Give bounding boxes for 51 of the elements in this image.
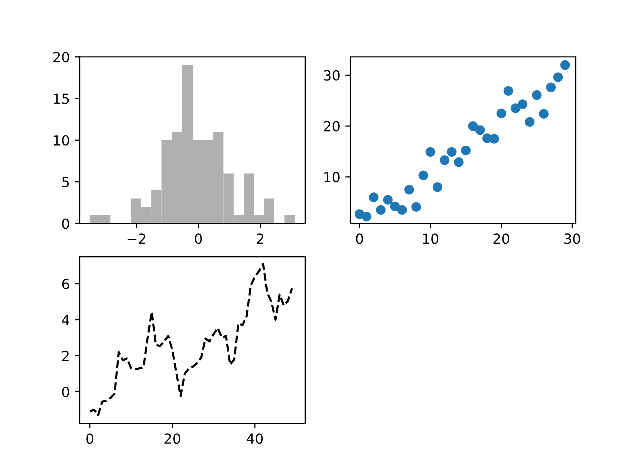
point <box>418 170 428 181</box>
y-tick-label: 0 <box>62 218 70 230</box>
y-tick-label: 10 <box>54 135 70 146</box>
y-tick-label: 4 <box>62 315 70 326</box>
y-tick-label: 6 <box>62 278 70 290</box>
y-tick-label: 0 <box>62 386 70 398</box>
point <box>560 60 570 70</box>
y-tick-label: 2 <box>62 350 69 362</box>
x-tick-label: 20 <box>494 234 510 244</box>
point <box>475 126 486 136</box>
x-tick-label: 40 <box>246 434 264 444</box>
x-tick-label: 0 <box>86 434 94 444</box>
point <box>426 147 436 158</box>
y-tick-label: 15 <box>54 94 70 104</box>
y-tick-label: 20 <box>324 121 340 132</box>
point <box>369 192 379 202</box>
x-tick-label: 20 <box>164 434 181 444</box>
point <box>390 202 400 212</box>
x-tick-label: 2 <box>257 234 264 244</box>
x-tick-label: 10 <box>423 234 439 244</box>
x-tick-label: 0 <box>356 234 364 244</box>
y-tick-label: 5 <box>62 177 70 188</box>
line-series <box>89 263 294 416</box>
point <box>461 146 471 156</box>
point <box>539 109 549 119</box>
point <box>447 147 457 158</box>
point <box>432 182 443 192</box>
point <box>546 82 556 93</box>
point <box>504 86 514 96</box>
x-tick-label: 30 <box>564 234 580 244</box>
point <box>532 90 542 100</box>
point <box>397 205 408 216</box>
point <box>553 72 564 82</box>
y-tick-label: 30 <box>324 70 340 81</box>
x-tick-label: −2 <box>128 234 146 244</box>
point <box>468 121 478 132</box>
point <box>510 104 521 114</box>
point <box>412 202 422 212</box>
y-tick-label: 10 <box>324 172 340 183</box>
x-tick-label: 0 <box>195 234 202 244</box>
point <box>404 185 414 195</box>
point <box>525 117 535 128</box>
point <box>376 205 386 216</box>
point <box>496 108 506 118</box>
y-tick-label: 20 <box>54 52 70 63</box>
point <box>454 158 464 168</box>
point <box>518 100 528 110</box>
point <box>440 156 450 166</box>
point <box>383 195 393 205</box>
point <box>490 134 500 144</box>
point <box>362 212 372 222</box>
